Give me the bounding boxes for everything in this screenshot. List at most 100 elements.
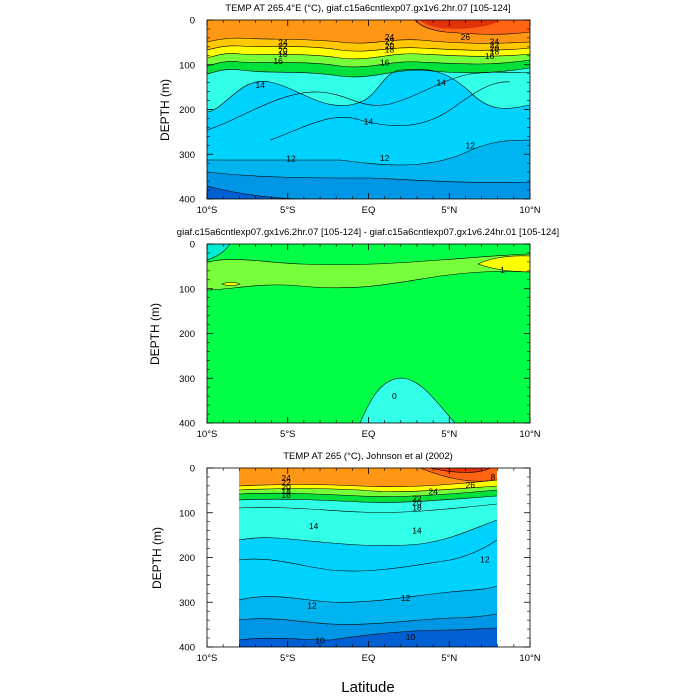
band-13 (207, 172, 530, 199)
y-axis-label: DEPTH (m) (148, 303, 162, 365)
x-tick-label: EQ (362, 429, 376, 440)
x-tick-label: 5°S (280, 205, 295, 216)
y-tick-label: 100 (179, 284, 195, 295)
y-axis-label: DEPTH (m) (158, 79, 172, 141)
contour-label: 16 (273, 56, 283, 66)
contour-label: 14 (436, 78, 446, 88)
y-tick-label: 0 (190, 16, 195, 27)
band-22 (420, 20, 500, 29)
contour-lines (207, 20, 530, 199)
y-tick-label: 0 (190, 240, 195, 251)
contour-label: 20 (490, 44, 500, 54)
panel-difference: giaf.c15a6cntlexp07.gx1v6.2hr.07 [105-12… (148, 227, 559, 440)
y-axis: 0 100 200 300 400 (179, 16, 530, 206)
contour-label: 14 (256, 80, 266, 90)
contour-lines (238, 468, 498, 641)
contour-label: 26 (461, 32, 471, 42)
y-tick-label: 300 (179, 598, 195, 609)
y-tick-label: 400 (179, 643, 195, 654)
contour-label: 22 (281, 477, 291, 487)
x-axis: 10°S 5°S EQ 5°N 10°N (197, 20, 541, 216)
x-tick-label: 5°S (280, 429, 295, 440)
contour-label: 16 (281, 490, 291, 500)
contour-label: 12 (286, 154, 296, 164)
x-axis: 10°S 5°S EQ 5°N 10°N (197, 468, 541, 664)
y-tick-label: 400 (179, 195, 195, 206)
panel-title: giaf.c15a6cntlexp07.gx1v6.2hr.07 [105-12… (177, 227, 559, 238)
contour-label: 20 (278, 45, 288, 55)
y-axis-label: DEPTH (m) (150, 527, 164, 589)
contour-label: 12 (307, 600, 317, 610)
contour-label: 14 (412, 526, 422, 536)
x-axis-label: Latitude (341, 679, 394, 696)
x-tick-label: 5°S (280, 653, 295, 664)
contour-label: 18 (278, 49, 288, 59)
y-tick-label: 100 (179, 60, 195, 71)
y-axis: 0 100 200 300 400 (179, 464, 530, 654)
contour-label: 24 (385, 32, 395, 42)
panel-observed-temperature: TEMP AT 265 (°C), Johnson et al (2002) (150, 451, 541, 696)
band-14 (207, 186, 300, 199)
x-tick-label: 5°N (441, 653, 457, 664)
x-tick-label: EQ (362, 653, 376, 664)
x-tick-label: 10°N (519, 429, 540, 440)
contour-label: 10 (406, 632, 416, 642)
band-1-small (222, 282, 240, 286)
contour-label: 22 (278, 41, 288, 51)
y-tick-label: 300 (179, 150, 195, 161)
x-axis: 10°S 5°S EQ 5°N 10°N (197, 244, 541, 440)
x-tick-label: 10°S (197, 205, 218, 216)
contour-label: 18 (281, 486, 291, 496)
contour-fill (207, 20, 530, 199)
x-tick-label: 10°N (519, 653, 540, 664)
contour-label: 12 (480, 555, 490, 565)
contour-label: 16 (485, 51, 495, 61)
contour-label: 22 (385, 36, 395, 46)
y-tick-label: 0 (190, 464, 195, 475)
band-10 (239, 628, 497, 647)
contour-label: 18 (385, 45, 395, 55)
contour-label: 12 (401, 593, 411, 603)
contour-label: 16 (380, 58, 390, 68)
y-tick-label: 200 (179, 105, 195, 116)
contour-lines (207, 244, 530, 423)
contour-label: 24 (281, 473, 291, 483)
band-neg-top (207, 244, 230, 260)
contour-label: 24 (490, 36, 500, 46)
panel-title: TEMP AT 265 (°C), Johnson et al (2002) (283, 451, 453, 462)
contour-label: 18 (490, 46, 500, 56)
x-tick-label: 5°N (441, 205, 457, 216)
band-neg (360, 378, 455, 423)
contour-label: 24 (428, 486, 438, 496)
y-tick-label: 200 (179, 329, 195, 340)
x-tick-label: 5°N (441, 429, 457, 440)
contour-fill (207, 244, 530, 423)
x-tick-label: EQ (362, 205, 376, 216)
x-tick-label: 10°S (197, 653, 218, 664)
band-1 (478, 255, 530, 272)
contour-label: 22 (490, 40, 500, 50)
contour-label: 18 (412, 502, 422, 512)
panel-title: TEMP AT 265.4°E (°C), giaf.c15a6cntlexp0… (225, 3, 510, 14)
contour-label: 26 (466, 480, 476, 490)
contour-label: 10 (315, 635, 325, 645)
contour-fill (238, 468, 498, 647)
contour-label: 22 (412, 493, 422, 503)
x-tick-label: 10°S (197, 429, 218, 440)
contour-label: 12 (380, 153, 390, 163)
y-tick-label: 200 (179, 553, 195, 564)
y-tick-label: 300 (179, 374, 195, 385)
contour-label: 1 (500, 265, 505, 275)
contour-label: 20 (385, 41, 395, 51)
contour-label: 0 (392, 391, 397, 401)
contour-label: 20 (412, 497, 422, 507)
band-27 (430, 468, 490, 473)
x-tick-label: 10°N (519, 205, 540, 216)
y-tick-label: 100 (179, 508, 195, 519)
contour-label: 14 (364, 117, 374, 127)
y-tick-label: 400 (179, 419, 195, 430)
contour-labels: 01 (392, 265, 505, 401)
